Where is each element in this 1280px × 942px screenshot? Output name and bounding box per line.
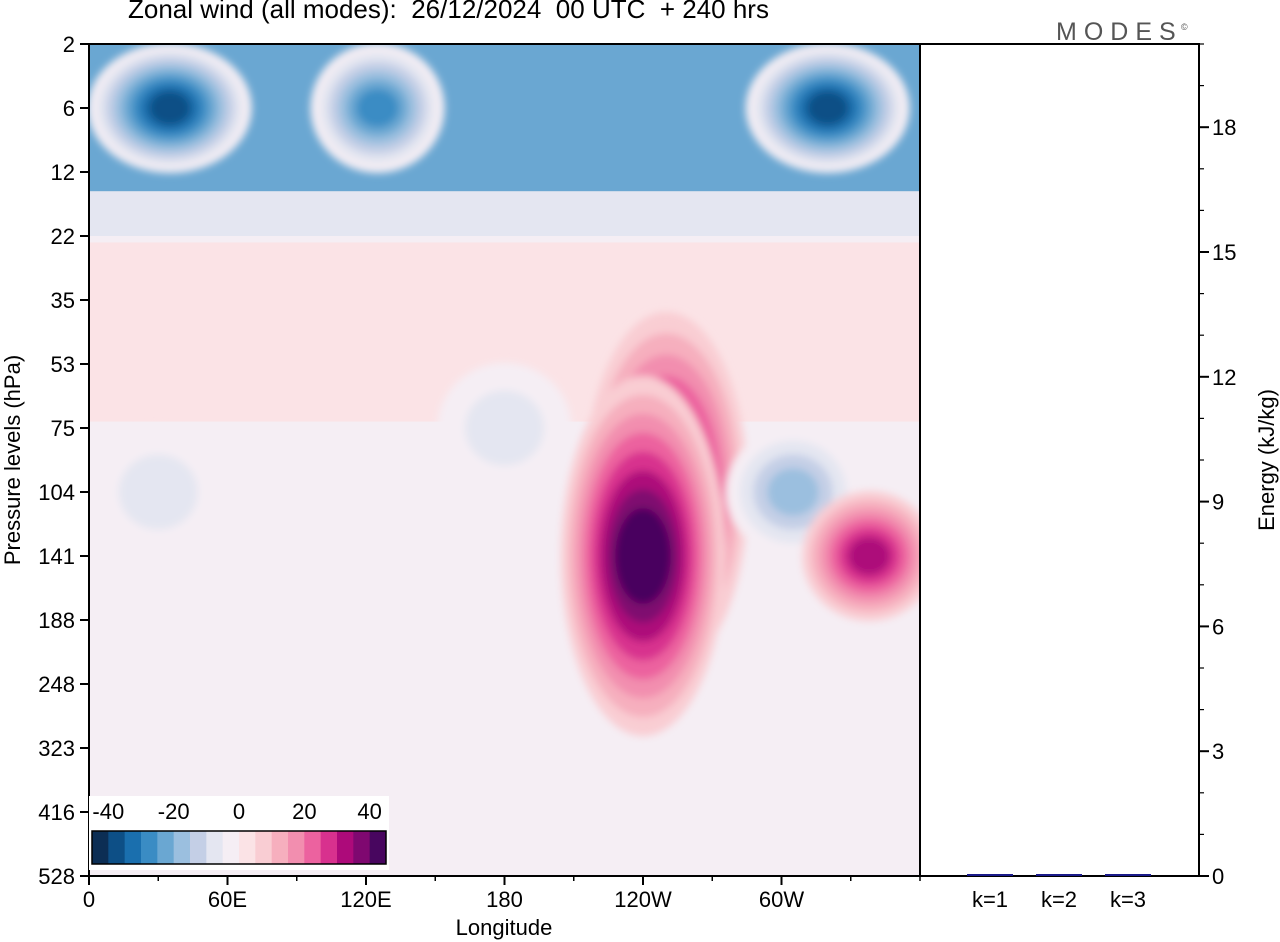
energy-bar-k=2 (1036, 874, 1082, 876)
transition-band (89, 191, 920, 236)
colorbar-tick-label: -20 (158, 799, 190, 824)
colorbar-tick-label: 0 (233, 799, 245, 824)
colorbar-swatch (353, 831, 371, 864)
y-tick-label: 75 (51, 416, 75, 441)
wind-contour (118, 454, 198, 530)
colorbar-swatch (255, 831, 273, 864)
energy-axis-label: Energy (kJ/kg) (1254, 389, 1279, 531)
energy-bar-label: k=2 (1041, 887, 1077, 912)
y-tick-label: 141 (38, 544, 75, 569)
wind-contour (149, 91, 191, 125)
energy-axis: 0 3 6 9 12 15 18 (1199, 43, 1236, 889)
energy-tick-label: 18 (1212, 115, 1236, 140)
x-axis: 0 60E 120E 180 120W 60W (83, 876, 921, 912)
wind-contour (767, 468, 819, 516)
wind-contour (356, 88, 399, 128)
x-tick-label: 60E (208, 887, 247, 912)
y-tick-label: 323 (38, 736, 75, 761)
wind-contour (806, 91, 849, 125)
x-tick-label: 180 (486, 887, 523, 912)
y-tick-label: 248 (38, 672, 75, 697)
x-axis-label: Longitude (456, 915, 553, 940)
colorbar-swatch (320, 831, 338, 864)
energy-bar-label: k=1 (972, 887, 1008, 912)
chart-title: Zonal wind (all modes): 26/12/2024 00 UT… (128, 0, 769, 24)
colorbar-swatch (157, 831, 175, 864)
copyright-mark: © (1181, 22, 1188, 32)
y-tick-label: 22 (51, 224, 75, 249)
colorbar-tick-label: 40 (357, 799, 381, 824)
colorbar-tick-label: -40 (92, 799, 124, 824)
energy-bar-k=1 (967, 874, 1013, 876)
colorbar-outline (91, 830, 387, 865)
wind-contour (623, 527, 663, 585)
x-tick-label: 120E (340, 887, 391, 912)
energy-tick-label: 3 (1212, 739, 1224, 764)
wind-contour (465, 390, 544, 466)
energy-bars: k=1 k=2 k=3 (967, 874, 1151, 912)
y-tick-label: 6 (63, 96, 75, 121)
colorbar-swatch (271, 831, 289, 864)
x-tick-label: 120W (614, 887, 672, 912)
colorbar-swatch (288, 831, 305, 864)
colorbar-swatch (124, 831, 142, 864)
colorbar-swatch (239, 831, 256, 864)
colorbar: -40 -20 0 20 40 (89, 796, 389, 870)
heatmap-field (89, 44, 920, 876)
colorbar-swatch (222, 831, 240, 864)
y-tick-label: 53 (51, 352, 75, 377)
energy-tick-label: 9 (1212, 490, 1224, 515)
colorbar-swatch (92, 831, 109, 864)
colorbar-swatch (304, 831, 322, 864)
modes-logo: MODES (1056, 18, 1183, 46)
colorbar-swatch (108, 831, 126, 864)
y-tick-label: 416 (38, 800, 75, 825)
colorbar-swatch (206, 831, 224, 864)
x-tick-label: 0 (83, 887, 95, 912)
colorbar-swatch (173, 831, 191, 864)
energy-panel-frame (919, 43, 1200, 877)
energy-tick-label: 6 (1212, 614, 1224, 639)
y-tick-label: 35 (51, 288, 75, 313)
y-axis-label: Pressure levels (hPa) (0, 355, 25, 565)
energy-tick-label: 12 (1212, 365, 1236, 390)
colorbar-swatch (190, 831, 207, 864)
wind-contour (848, 536, 891, 576)
colorbar-swatch (141, 831, 158, 864)
colorbar-swatch (369, 831, 387, 864)
energy-tick-label: 0 (1212, 864, 1224, 889)
y-tick-label: 2 (63, 32, 75, 57)
x-tick-label: 60W (759, 887, 804, 912)
energy-bar-label: k=3 (1110, 887, 1146, 912)
y-axis: 2 6 12 22 35 53 75 104 141 188 248 323 416 528 (38, 32, 89, 889)
energy-tick-label: 15 (1212, 240, 1236, 265)
y-tick-label: 188 (38, 608, 75, 633)
y-tick-label: 12 (51, 160, 75, 185)
y-tick-label: 104 (38, 480, 75, 505)
y-tick-label: 528 (38, 864, 75, 889)
colorbar-swatch (337, 831, 354, 864)
energy-bar-k=3 (1105, 874, 1151, 876)
colorbar-tick-label: 20 (292, 799, 316, 824)
